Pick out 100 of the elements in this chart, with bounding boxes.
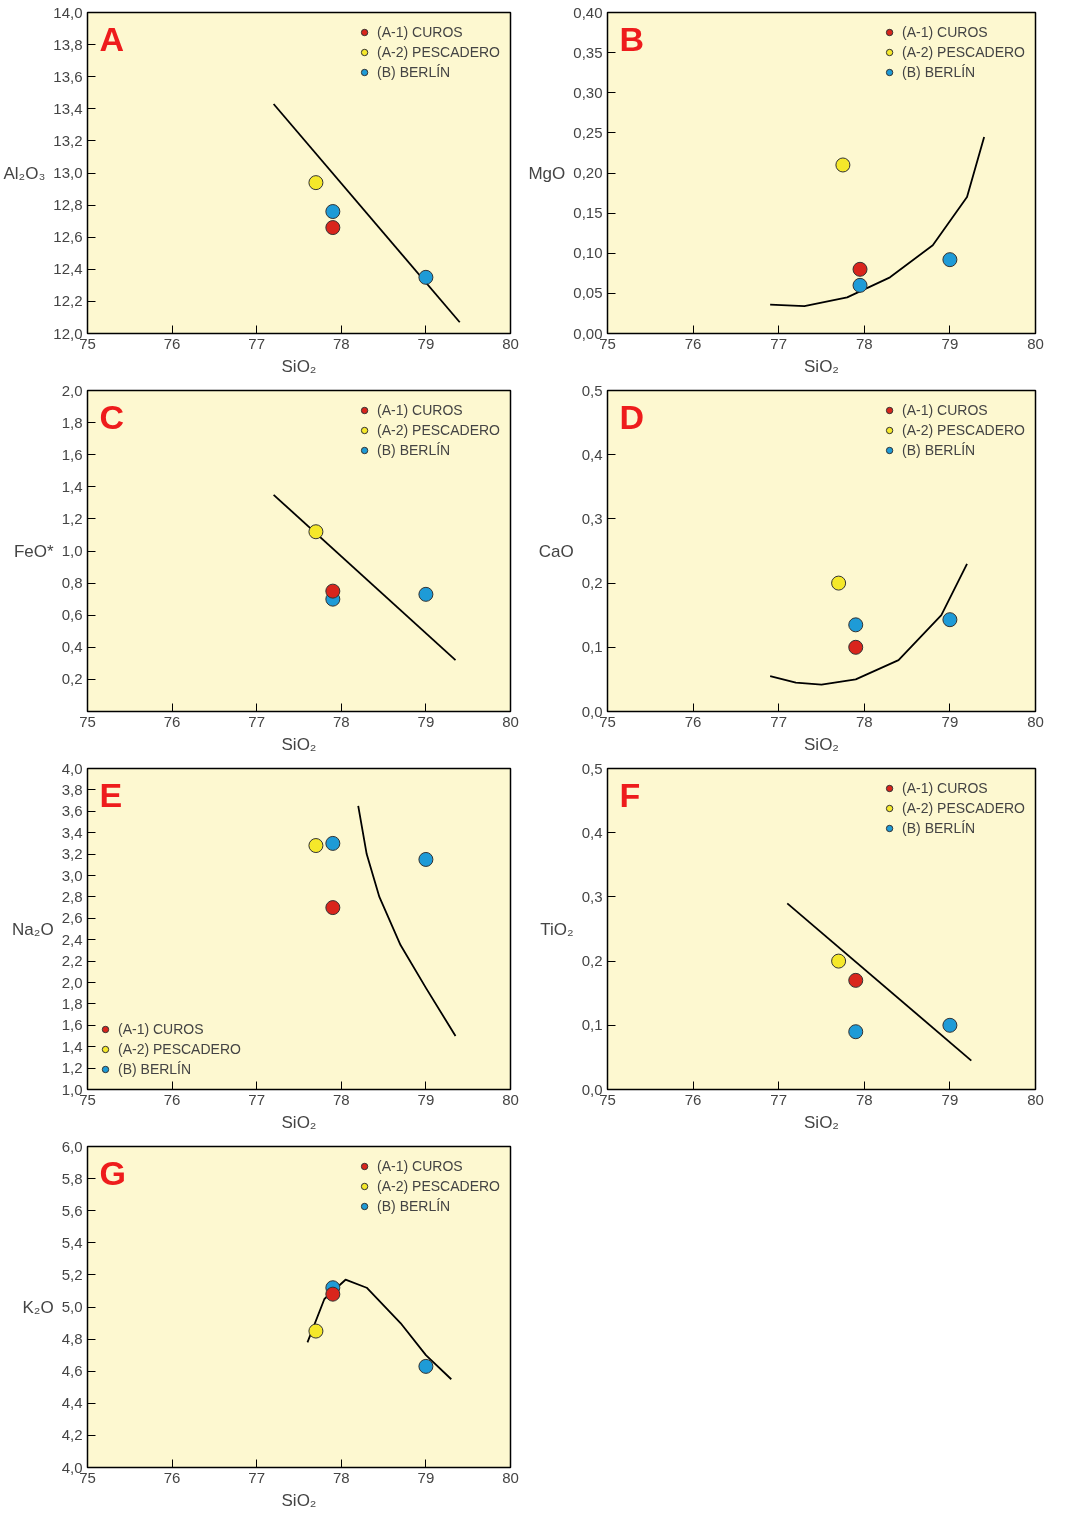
y-tick-label: 3,2 (61, 845, 83, 863)
x-axis-title: SiO₂ (281, 1490, 317, 1510)
y-axis-title: FeO* (13, 541, 55, 561)
y-tick-label: 0,2 (581, 574, 603, 592)
y-tick-label: 0,2 (581, 952, 603, 970)
x-tick-label: 78 (855, 1090, 873, 1108)
y-tick-label: 2,4 (61, 930, 83, 948)
y-tick-label: 3,6 (61, 802, 83, 820)
x-tick-label: 79 (417, 712, 435, 730)
x-tick-label: 80 (1027, 712, 1044, 730)
y-tick-label: 0,3 (581, 887, 603, 905)
x-tick-label: 76 (684, 1090, 702, 1108)
y-tick-label: 12,8 (53, 196, 83, 214)
y-tick-label: 2,2 (61, 952, 83, 970)
y-tick-label: 0,4 (61, 638, 83, 656)
y-tick-label: 0,8 (61, 574, 83, 592)
y-tick-label: 0,20 (573, 164, 603, 181)
x-axis-title: SiO₂ (281, 1112, 317, 1132)
y-tick-label: 2,8 (61, 887, 83, 905)
y-tick-label: 5,0 (61, 1298, 83, 1315)
y-tick-label: 0,35 (573, 43, 603, 61)
y-tick-label: 1,8 (61, 994, 83, 1012)
y-tick-label: 4,6 (61, 1362, 83, 1380)
x-tick-label: 77 (248, 1090, 266, 1108)
y-tick-label: 0,1 (581, 638, 603, 656)
y-tick-label: 13,8 (53, 35, 83, 53)
y-tick-label: 3,4 (61, 823, 83, 841)
y-tick-label: 1,2 (61, 1059, 83, 1077)
y-tick-label: 4,0 (61, 759, 83, 777)
x-tick-label: 79 (417, 1090, 435, 1108)
y-tick-label: 4,4 (61, 1394, 83, 1412)
y-tick-label: 0,6 (61, 606, 83, 624)
x-tick-label: 80 (502, 334, 519, 352)
legend-label: (B) BERLÍN (902, 820, 976, 836)
x-tick-label: 78 (855, 334, 873, 352)
x-tick-label: 80 (502, 1090, 519, 1108)
y-tick-label: 1,4 (61, 477, 83, 495)
y-tick-label: 4,2 (61, 1426, 83, 1444)
legend-label: (A-2) PESCADERO (118, 1041, 241, 1057)
x-tick-label: 78 (855, 712, 873, 730)
chart-title: B (619, 19, 645, 58)
legend-label: (A-2) PESCADERO (902, 800, 1025, 816)
x-tick-label: 79 (941, 712, 959, 730)
legend-label: (B) BERLÍN (118, 1061, 192, 1077)
chart-title: F (619, 775, 641, 814)
legend-label: (B) BERLÍN (902, 442, 976, 458)
y-tick-label: 0,25 (573, 123, 603, 141)
legend-label: (A-2) PESCADERO (902, 422, 1025, 438)
y-tick-label: 3,0 (61, 866, 83, 884)
legend-label: (A-1) CUROS (118, 1021, 204, 1037)
x-tick-label: 76 (163, 1090, 181, 1108)
legend-label: (A-2) PESCADERO (377, 422, 500, 438)
x-tick-label: 78 (332, 712, 350, 730)
y-tick-label: 1,2 (61, 509, 83, 527)
y-tick-label: 5,2 (61, 1265, 83, 1283)
y-tick-label: 1,8 (61, 413, 83, 431)
y-tick-label: 0,10 (573, 244, 603, 262)
chart-title: C (99, 397, 125, 436)
y-tick-label: 2,6 (61, 909, 83, 927)
x-tick-label: 77 (770, 334, 788, 352)
y-tick-label: 13,6 (53, 67, 83, 85)
y-axis-title: CaO (538, 541, 574, 561)
y-tick-label: 5,4 (61, 1233, 83, 1251)
y-axis-title: K₂O (22, 1297, 54, 1317)
y-tick-label: 4,8 (61, 1330, 83, 1348)
y-tick-label: 1,0 (61, 542, 83, 559)
legend-label: (B) BERLÍN (902, 64, 976, 80)
y-axis-title: Na₂O (12, 919, 54, 939)
y-tick-label: 0,5 (581, 381, 603, 399)
y-tick-label: 5,8 (61, 1169, 83, 1187)
y-tick-label: 1,6 (61, 1016, 83, 1034)
y-tick-label: 14,0 (53, 3, 83, 21)
legend-label: (A-1) CUROS (377, 402, 463, 418)
x-axis-title: SiO₂ (804, 1112, 839, 1132)
x-tick-label: 75 (79, 712, 96, 730)
y-tick-label: 12,4 (53, 260, 83, 278)
x-tick-label: 77 (248, 1468, 266, 1486)
y-tick-label: 5,6 (61, 1201, 83, 1219)
legend-label: (B) BERLÍN (377, 442, 451, 458)
x-tick-label: 78 (332, 1468, 350, 1486)
x-tick-label: 79 (941, 1090, 959, 1108)
y-tick-label: 0,3 (581, 509, 603, 527)
legend-label: (A-2) PESCADERO (902, 44, 1025, 60)
x-tick-label: 76 (163, 712, 181, 730)
y-tick-label: 2,0 (61, 973, 83, 991)
x-tick-label: 77 (248, 334, 266, 352)
x-tick-label: 76 (684, 334, 702, 352)
legend-label: (A-2) PESCADERO (377, 1178, 500, 1194)
legend-label: (A-1) CUROS (377, 1158, 463, 1174)
x-tick-label: 80 (1027, 334, 1044, 352)
legend-label: (B) BERLÍN (377, 1198, 451, 1214)
legend-label: (A-1) CUROS (377, 24, 463, 40)
x-tick-label: 77 (770, 1090, 788, 1108)
x-tick-label: 77 (770, 712, 788, 730)
x-axis-title: SiO₂ (804, 356, 839, 376)
x-tick-label: 79 (941, 334, 959, 352)
x-tick-label: 80 (1027, 1090, 1044, 1108)
x-tick-label: 80 (502, 1468, 519, 1486)
y-tick-label: 0,2 (61, 670, 83, 688)
y-tick-label: 0,4 (581, 445, 603, 463)
